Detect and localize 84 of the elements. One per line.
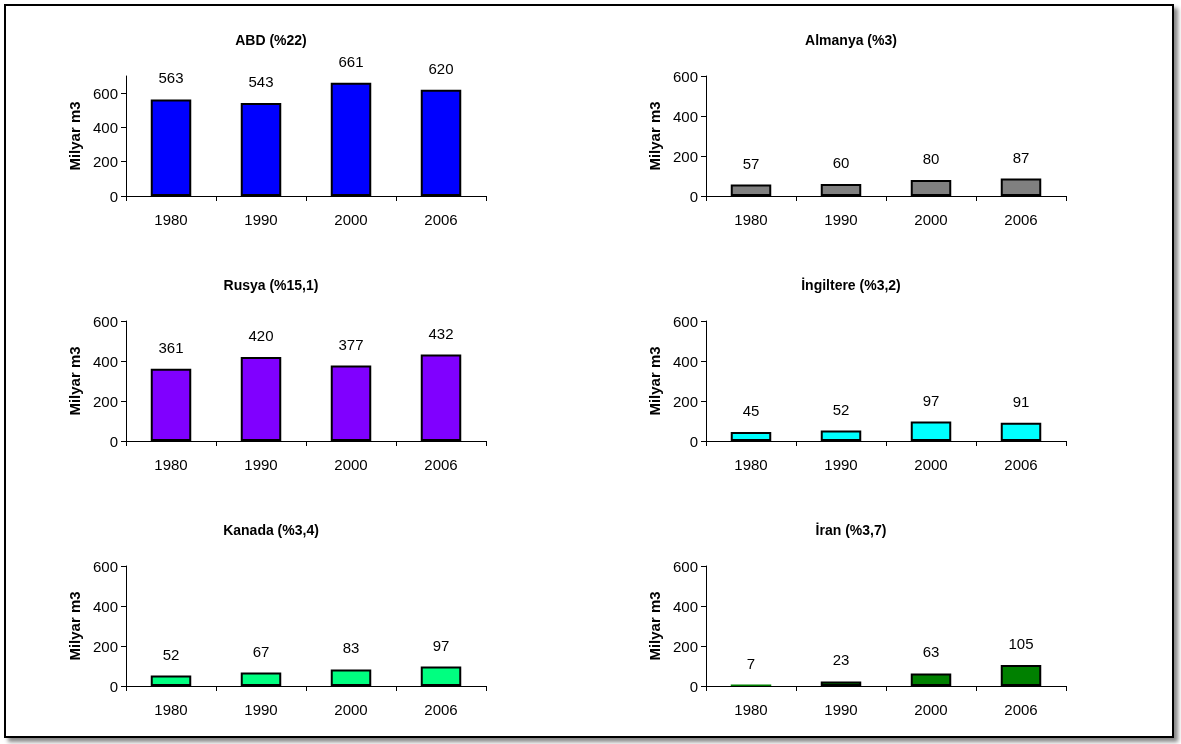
- x-tick-label: 1980: [734, 456, 768, 473]
- y-axis-title: Milyar m3: [646, 591, 664, 661]
- y-tick-label: 200: [672, 392, 698, 410]
- x-tick-label: 1990: [244, 211, 278, 228]
- x-tick-label: 2000: [914, 211, 948, 228]
- y-tick-label: 600: [92, 312, 118, 330]
- y-tick-label: 400: [92, 352, 118, 370]
- data-label: 80: [922, 150, 940, 167]
- data-label: 377: [338, 335, 364, 353]
- y-tick-label: 0: [109, 677, 118, 695]
- chart-title: İran (%3,7): [815, 522, 887, 538]
- data-label: 45: [742, 402, 760, 419]
- y-axis-title: Milyar m3: [66, 591, 84, 661]
- data-label: 105: [1008, 635, 1034, 652]
- x-tick-label: 2000: [914, 701, 948, 718]
- data-label: 543: [248, 72, 274, 90]
- data-label: 661: [338, 52, 364, 70]
- y-tick-label: 400: [672, 107, 698, 125]
- data-label: 97: [922, 391, 940, 409]
- y-tick-label: 200: [672, 637, 698, 655]
- data-label: 60: [832, 154, 850, 171]
- x-tick-label: 1980: [734, 211, 768, 228]
- data-label: 7: [746, 654, 756, 672]
- y-tick-label: 200: [92, 153, 118, 171]
- y-tick-label: 0: [689, 677, 698, 695]
- y-tick-label: 400: [672, 352, 698, 370]
- x-tick-label: 2006: [424, 456, 458, 473]
- x-tick-label: 2006: [424, 211, 458, 228]
- data-label: 432: [428, 324, 454, 342]
- y-tick-label: 600: [672, 67, 698, 85]
- x-tick-label: 2006: [1004, 456, 1038, 473]
- data-label: 361: [158, 338, 184, 356]
- y-tick-label: 200: [92, 392, 118, 410]
- y-axis-title: Milyar m3: [646, 101, 664, 171]
- chart-title: Almanya (%3): [805, 32, 897, 48]
- x-tick-label: 1980: [154, 211, 188, 228]
- y-tick-label: 0: [689, 432, 698, 450]
- y-tick-label: 400: [92, 118, 118, 136]
- data-label: 23: [832, 651, 850, 669]
- x-tick-label: 2006: [1004, 211, 1038, 228]
- x-tick-label: 2000: [334, 211, 368, 228]
- chart-title: Rusya (%15,1): [223, 277, 319, 293]
- x-tick-label: 1990: [244, 701, 278, 718]
- y-tick-label: 200: [672, 147, 698, 165]
- data-label: 63: [922, 643, 940, 661]
- x-tick-label: 2006: [424, 701, 458, 718]
- y-tick-label: 600: [672, 557, 698, 575]
- data-label: 91: [1012, 392, 1030, 410]
- data-label: 52: [162, 645, 180, 663]
- data-label: 563: [158, 69, 184, 87]
- chart-title: İngiltere (%3,2): [801, 277, 901, 293]
- y-tick-label: 0: [109, 187, 118, 205]
- y-tick-label: 200: [92, 637, 118, 655]
- x-tick-label: 2000: [334, 456, 368, 473]
- y-tick-label: 400: [92, 597, 118, 615]
- data-label: 87: [1012, 148, 1030, 166]
- chart-title: Kanada (%3,4): [223, 522, 319, 538]
- data-label: 97: [432, 636, 450, 654]
- x-tick-label: 2000: [334, 701, 368, 718]
- y-tick-label: 400: [672, 597, 698, 615]
- x-tick-label: 1990: [824, 211, 858, 228]
- data-label: 620: [428, 59, 454, 77]
- chart-title: ABD (%22): [235, 32, 307, 48]
- y-tick-label: 600: [672, 312, 698, 330]
- x-tick-label: 2006: [1004, 701, 1038, 718]
- x-tick-label: 1980: [734, 701, 768, 718]
- x-tick-label: 2000: [914, 456, 948, 473]
- y-tick-label: 600: [92, 557, 118, 575]
- y-tick-label: 600: [92, 84, 118, 102]
- data-label: 57: [742, 154, 760, 172]
- data-label: 67: [252, 642, 270, 660]
- x-tick-label: 1980: [154, 456, 188, 473]
- y-axis-title: Milyar m3: [66, 101, 84, 171]
- y-axis-title: Milyar m3: [66, 346, 84, 416]
- y-tick-label: 0: [109, 432, 118, 450]
- data-label: 83: [342, 639, 360, 657]
- x-tick-label: 1990: [244, 456, 278, 473]
- x-tick-label: 1990: [824, 701, 858, 718]
- data-label: 420: [248, 327, 274, 344]
- data-label: 52: [832, 400, 850, 418]
- x-tick-label: 1990: [824, 456, 858, 473]
- y-axis-title: Milyar m3: [646, 346, 664, 416]
- y-tick-label: 0: [689, 187, 698, 205]
- x-tick-label: 1980: [154, 701, 188, 718]
